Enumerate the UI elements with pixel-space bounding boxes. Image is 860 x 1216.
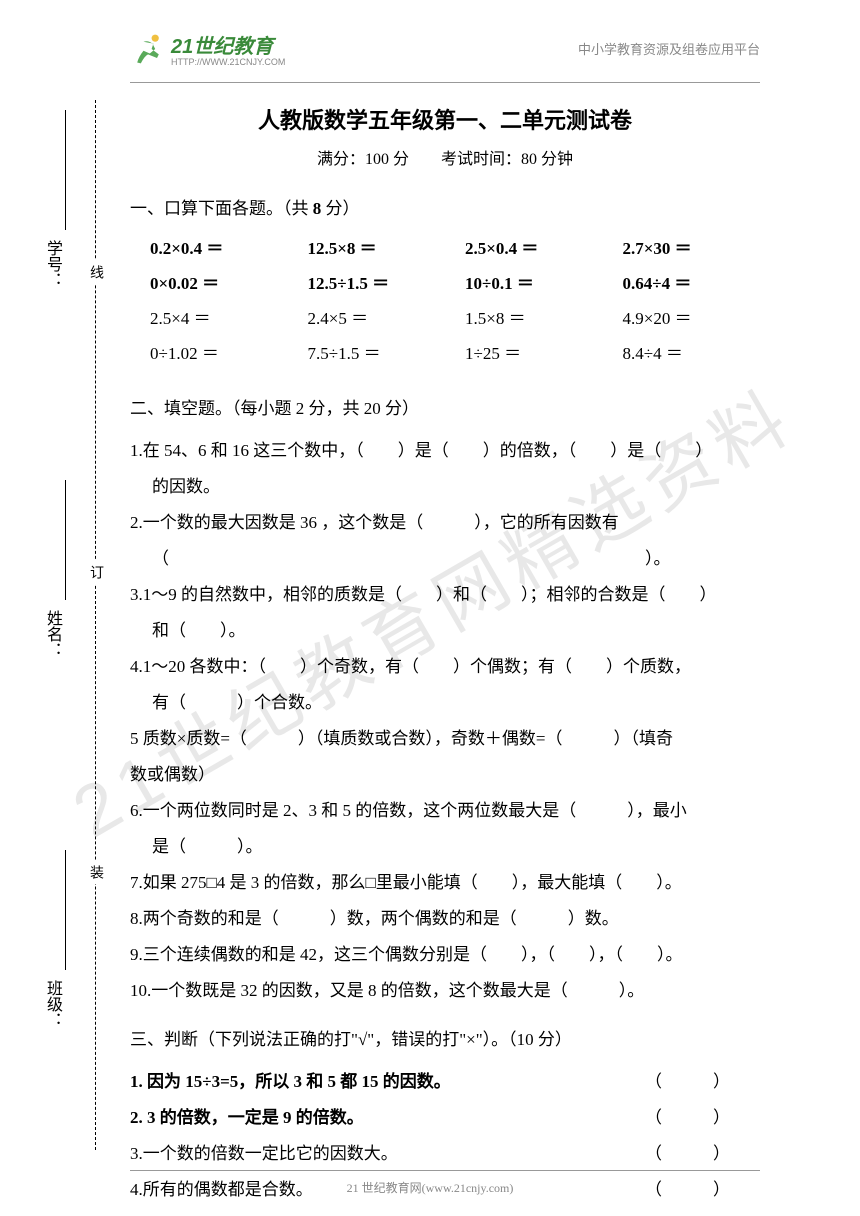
calc-cell: 1÷25 ＝ — [465, 339, 603, 364]
question-4a: 4.1～20 各数中：（ ）个奇数，有（ ）个偶数；有（ ）个质数， — [130, 650, 760, 684]
question-1b: 的因数。 — [130, 470, 760, 504]
calc-cell: 0÷1.02 ＝ — [150, 339, 288, 364]
judge-paren: （ ） — [645, 1173, 730, 1207]
question-9: 9.三个连续偶数的和是 42，这三个偶数分别是（ ），（ ），（ ）。 — [130, 938, 760, 972]
fill-blank-list: 1.在 54、6 和 16 这三个数中，（ ）是（ ）的倍数，（ ）是（ ） 的… — [130, 434, 760, 1008]
calc-cell: 12.5×8 ＝ — [308, 234, 446, 259]
question-6a: 6.一个两位数同时是 2、3 和 5 的倍数，这个两位数最大是（ ），最小 — [130, 794, 760, 828]
header-right-text: 中小学教育资源及组卷应用平台 — [578, 39, 760, 58]
logo-container: 21世纪教育 HTTP://WWW.21CNJY.COM — [130, 30, 285, 67]
calc-cell: 1.5×8 ＝ — [465, 304, 603, 329]
section2-heading: 二、填空题。（每小题 2 分，共 20 分） — [130, 394, 760, 419]
judge-paren: （ ） — [645, 1065, 730, 1099]
calc-cell: 10÷0.1 ＝ — [465, 269, 603, 294]
question-8: 8.两个奇数的和是（ ）数，两个偶数的和是（ ）数。 — [130, 902, 760, 936]
question-6b: 是（ ）。 — [130, 830, 760, 864]
runner-icon — [130, 31, 166, 67]
calc-cell: 0.64÷4 ＝ — [623, 269, 761, 294]
question-4b: 有（ ）个合数。 — [130, 686, 760, 720]
question-5a: 5 质数×质数=（ ）（填质数或合数），奇数＋偶数=（ ）（填奇 — [130, 722, 760, 756]
calc-cell: 0.2×0.4 ＝ — [150, 234, 288, 259]
question-7: 7.如果 275□4 是 3 的倍数，那么□里最小能填（ ），最大能填（ ）。 — [130, 866, 760, 900]
question-3b: 和（ ）。 — [130, 614, 760, 648]
judge-q1: 1. 因为 15÷3=5，所以 3 和 5 都 15 的因数。（ ） — [130, 1065, 760, 1099]
page-content: 人教版数学五年级第一、二单元测试卷 满分：100 分 考试时间：80 分钟 一、… — [0, 83, 860, 1207]
question-2a: 2.一个数的最大因数是 36 ，这个数是（ ），它的所有因数有 — [130, 506, 760, 540]
logo-text-block: 21世纪教育 HTTP://WWW.21CNJY.COM — [171, 30, 285, 67]
logo-url-text: HTTP://WWW.21CNJY.COM — [171, 57, 285, 67]
judge-q4: 4.所有的偶数都是合数。（ ） — [130, 1173, 760, 1207]
judge-list: 1. 因为 15÷3=5，所以 3 和 5 都 15 的因数。（ ） 2. 3 … — [130, 1065, 760, 1207]
judge-paren: （ ） — [645, 1101, 730, 1135]
judge-paren: （ ） — [645, 1137, 730, 1171]
question-10: 10.一个数既是 32 的因数，又是 8 的倍数，这个数最大是（ ）。 — [130, 974, 760, 1008]
calc-cell: 8.4÷4 ＝ — [623, 339, 761, 364]
question-1a: 1.在 54、6 和 16 这三个数中，（ ）是（ ）的倍数，（ ）是（ ） — [130, 434, 760, 468]
section1-heading: 一、口算下面各题。（共 8 分） — [130, 194, 760, 219]
calc-cell: 0×0.02 ＝ — [150, 269, 288, 294]
calc-cell: 2.7×30 ＝ — [623, 234, 761, 259]
calc-cell: 4.9×20 ＝ — [623, 304, 761, 329]
calc-cell: 7.5÷1.5 ＝ — [308, 339, 446, 364]
question-2b: （ ）。 — [130, 542, 760, 576]
judge-q3: 3.一个数的倍数一定比它的因数大。（ ） — [130, 1137, 760, 1171]
judge-q2: 2. 3 的倍数，一定是 9 的倍数。（ ） — [130, 1101, 760, 1135]
section3-heading: 三、判断（下列说法正确的打"√"，错误的打"×"）。（10 分） — [130, 1025, 760, 1050]
calculation-grid: 0.2×0.4 ＝ 12.5×8 ＝ 2.5×0.4 ＝ 2.7×30 ＝ 0×… — [130, 234, 760, 364]
calc-cell: 2.5×4 ＝ — [150, 304, 288, 329]
question-3a: 3.1～9 的自然数中，相邻的质数是（ ）和（ ）；相邻的合数是（ ） — [130, 578, 760, 612]
logo-brand-text: 21世纪教育 — [171, 30, 285, 59]
question-5b: 数或偶数） — [130, 758, 760, 792]
page-subtitle: 满分：100 分 考试时间：80 分钟 — [130, 145, 760, 169]
calc-cell: 12.5÷1.5 ＝ — [308, 269, 446, 294]
page-title: 人教版数学五年级第一、二单元测试卷 — [130, 103, 760, 135]
calc-cell: 2.5×0.4 ＝ — [465, 234, 603, 259]
calc-cell: 2.4×5 ＝ — [308, 304, 446, 329]
page-header: 21世纪教育 HTTP://WWW.21CNJY.COM 中小学教育资源及组卷应… — [0, 0, 860, 77]
